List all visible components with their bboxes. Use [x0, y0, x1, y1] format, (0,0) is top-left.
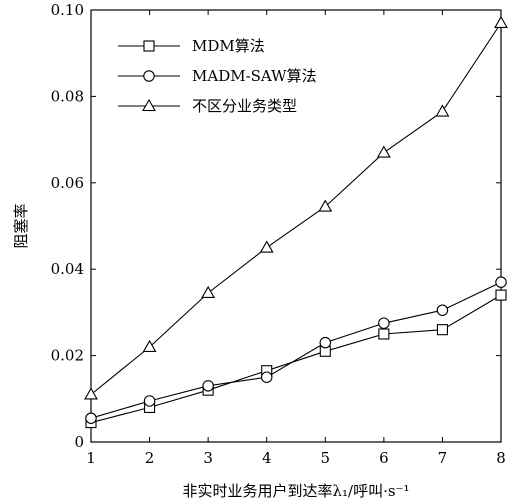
x-axis-title: 非实时业务用户到达率λ₁/呼叫·s⁻¹: [183, 482, 410, 500]
series-line: [90, 294, 502, 424]
data-point: [435, 104, 450, 117]
x-tick-label: 6: [379, 449, 389, 467]
x-tick-label: 1: [86, 449, 96, 467]
data-point: [494, 15, 508, 29]
data-point: [378, 328, 390, 340]
data-point: [319, 336, 332, 349]
data-point: [378, 317, 390, 329]
data-point: [260, 371, 273, 383]
series-line: [90, 281, 502, 419]
data-point: [376, 145, 391, 158]
x-tick-label: 3: [203, 449, 213, 467]
series-line: [90, 22, 502, 395]
data-point: [85, 412, 97, 424]
y-tick-label: 0.04: [51, 260, 84, 278]
series-circle: [85, 276, 507, 424]
legend-entry: MDM算法: [118, 37, 265, 55]
legend-label: MDM算法: [192, 37, 265, 55]
data-point: [259, 240, 274, 253]
legend-label: MADM-SAW算法: [192, 67, 317, 85]
y-tick-label: 0.06: [51, 174, 84, 192]
data-point: [495, 276, 507, 288]
axis-ticks: 1 2 3 4 5 6 7 8 0 0.02 0.04 0.06 0.08 0.10: [51, 1, 506, 467]
series-triangle: [84, 15, 508, 400]
legend-label: 不区分业务类型: [192, 97, 297, 115]
data-point: [202, 380, 214, 392]
x-tick-label: 2: [145, 449, 155, 467]
plot-frame: [90, 9, 502, 443]
data-point: [84, 387, 98, 400]
series-layer: [84, 15, 508, 429]
y-axis-title: 阻塞率: [12, 203, 30, 248]
x-tick-label: 5: [321, 449, 331, 467]
data-point: [318, 199, 333, 212]
data-point: [143, 395, 156, 407]
data-point: [201, 285, 216, 299]
legend-marker: [142, 98, 156, 112]
x-tick-label: 4: [262, 449, 272, 467]
y-tick-label: 0.02: [51, 347, 84, 365]
data-point: [436, 324, 448, 336]
legend-entry: MADM-SAW算法: [118, 67, 317, 85]
x-tick-label: 7: [438, 449, 448, 467]
y-tick-label: 0.10: [51, 1, 84, 19]
legend-entry: 不区分业务类型: [118, 97, 297, 115]
data-point: [495, 289, 507, 301]
y-tick-label: 0: [74, 433, 84, 451]
data-point: [436, 304, 449, 316]
y-tick-label: 0.08: [51, 87, 84, 105]
legend-marker: [143, 70, 155, 82]
data-point: [142, 339, 157, 353]
x-tick-label: 8: [496, 449, 506, 467]
legend-marker: [143, 40, 155, 52]
